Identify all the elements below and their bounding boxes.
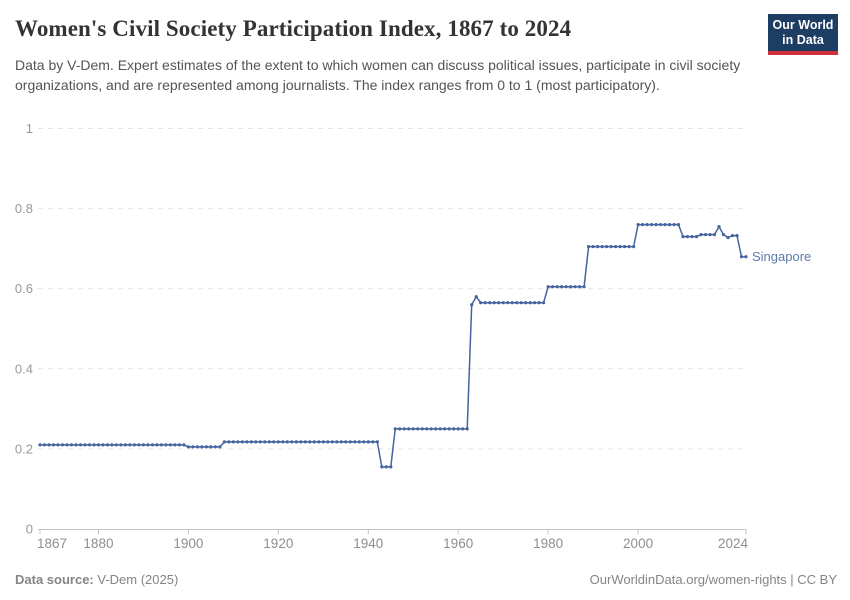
- entity-label-singapore: Singapore: [752, 249, 811, 264]
- y-tick-label-0.8: 0.8: [15, 201, 33, 216]
- x-tick-label-1867: 1867: [37, 536, 67, 551]
- x-tick-label-1940: 1940: [353, 536, 383, 551]
- x-tick-label-1900: 1900: [173, 536, 203, 551]
- credit-link[interactable]: OurWorldinData.org/women-rights | CC BY: [589, 572, 837, 587]
- x-tick-label-1920: 1920: [263, 536, 293, 551]
- y-tick-label-0.6: 0.6: [15, 281, 33, 296]
- chart-title: Women's Civil Society Participation Inde…: [15, 16, 572, 41]
- data-source-label: Data source:: [15, 572, 94, 587]
- x-tick-label-2000: 2000: [623, 536, 653, 551]
- data-source-value: V-Dem (2025): [93, 572, 179, 587]
- y-tick-label-1: 1: [26, 121, 33, 136]
- x-tick-label-1980: 1980: [533, 536, 563, 551]
- y-tick-label-0.4: 0.4: [15, 361, 33, 376]
- y-tick-label-0: 0: [26, 522, 33, 537]
- x-tick-label-1960: 1960: [443, 536, 473, 551]
- x-tick-label-2024: 2024: [718, 536, 749, 551]
- owid-logo-line1: Our World: [772, 18, 834, 32]
- data-source: Data source: V-Dem (2025): [15, 572, 178, 587]
- owid-logo[interactable]: Our World in Data: [768, 14, 838, 55]
- chart-footer: Data source: V-Dem (2025) OurWorldinData…: [15, 572, 837, 587]
- owid-logo-line2: in Data: [782, 33, 824, 47]
- y-tick-label-0.2: 0.2: [15, 441, 33, 456]
- chart-subtitle: Data by V-Dem. Expert estimates of the e…: [15, 57, 741, 93]
- series-points-singapore[interactable]: [38, 223, 748, 469]
- x-tick-label-1880: 1880: [83, 536, 113, 551]
- series-line-singapore[interactable]: [40, 223, 746, 468]
